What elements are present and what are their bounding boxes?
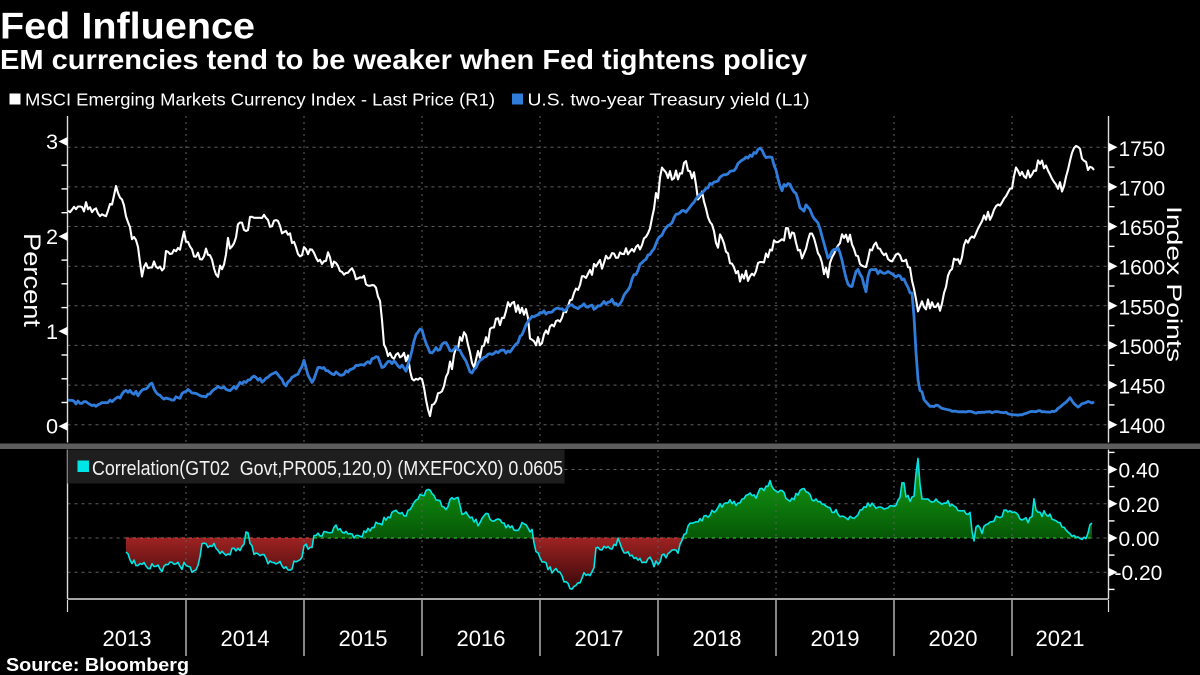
svg-text:1450: 1450 [1119,376,1166,399]
svg-text:1400: 1400 [1119,415,1166,438]
svg-text:0.00: 0.00 [1119,528,1160,551]
svg-text:1: 1 [46,319,58,344]
svg-text:Source: Bloomberg: Source: Bloomberg [6,655,189,675]
svg-text:2015: 2015 [339,626,388,651]
svg-text:U.S. two-year Treasury yield (: U.S. two-year Treasury yield (L1) [528,90,810,110]
svg-text:2016: 2016 [457,626,506,651]
svg-text:0: 0 [46,414,58,439]
svg-text:2019: 2019 [811,626,860,651]
svg-text:0.20: 0.20 [1119,494,1160,517]
svg-text:2018: 2018 [693,626,742,651]
svg-text:Correlation(GT02 Govt,PR005,1: Correlation(GT02 Govt,PR005,120,0) (MXEF… [92,458,563,480]
svg-text:MSCI Emerging Markets Currency: MSCI Emerging Markets Currency Index - L… [25,90,495,110]
svg-text:EM currencies tend to be weake: EM currencies tend to be weaker when Fed… [0,44,807,75]
svg-text:1600: 1600 [1119,257,1166,280]
svg-text:Index Points: Index Points [1162,206,1186,362]
svg-text:1700: 1700 [1119,177,1166,200]
svg-text:1500: 1500 [1119,336,1166,359]
svg-text:2017: 2017 [575,626,624,651]
svg-text:2020: 2020 [929,626,978,651]
svg-text:1550: 1550 [1119,296,1166,319]
svg-text:2: 2 [46,224,58,249]
svg-text:3: 3 [46,129,58,154]
svg-text:Fed Influence: Fed Influence [0,6,255,47]
svg-text:Percent: Percent [18,233,45,327]
svg-text:2021: 2021 [1036,626,1085,651]
svg-text:1650: 1650 [1119,217,1166,240]
svg-text:1750: 1750 [1119,138,1166,161]
svg-text:2014: 2014 [221,626,270,651]
svg-text:-0.20: -0.20 [1115,562,1163,585]
svg-text:2013: 2013 [103,626,152,651]
svg-text:0.40: 0.40 [1119,460,1160,483]
